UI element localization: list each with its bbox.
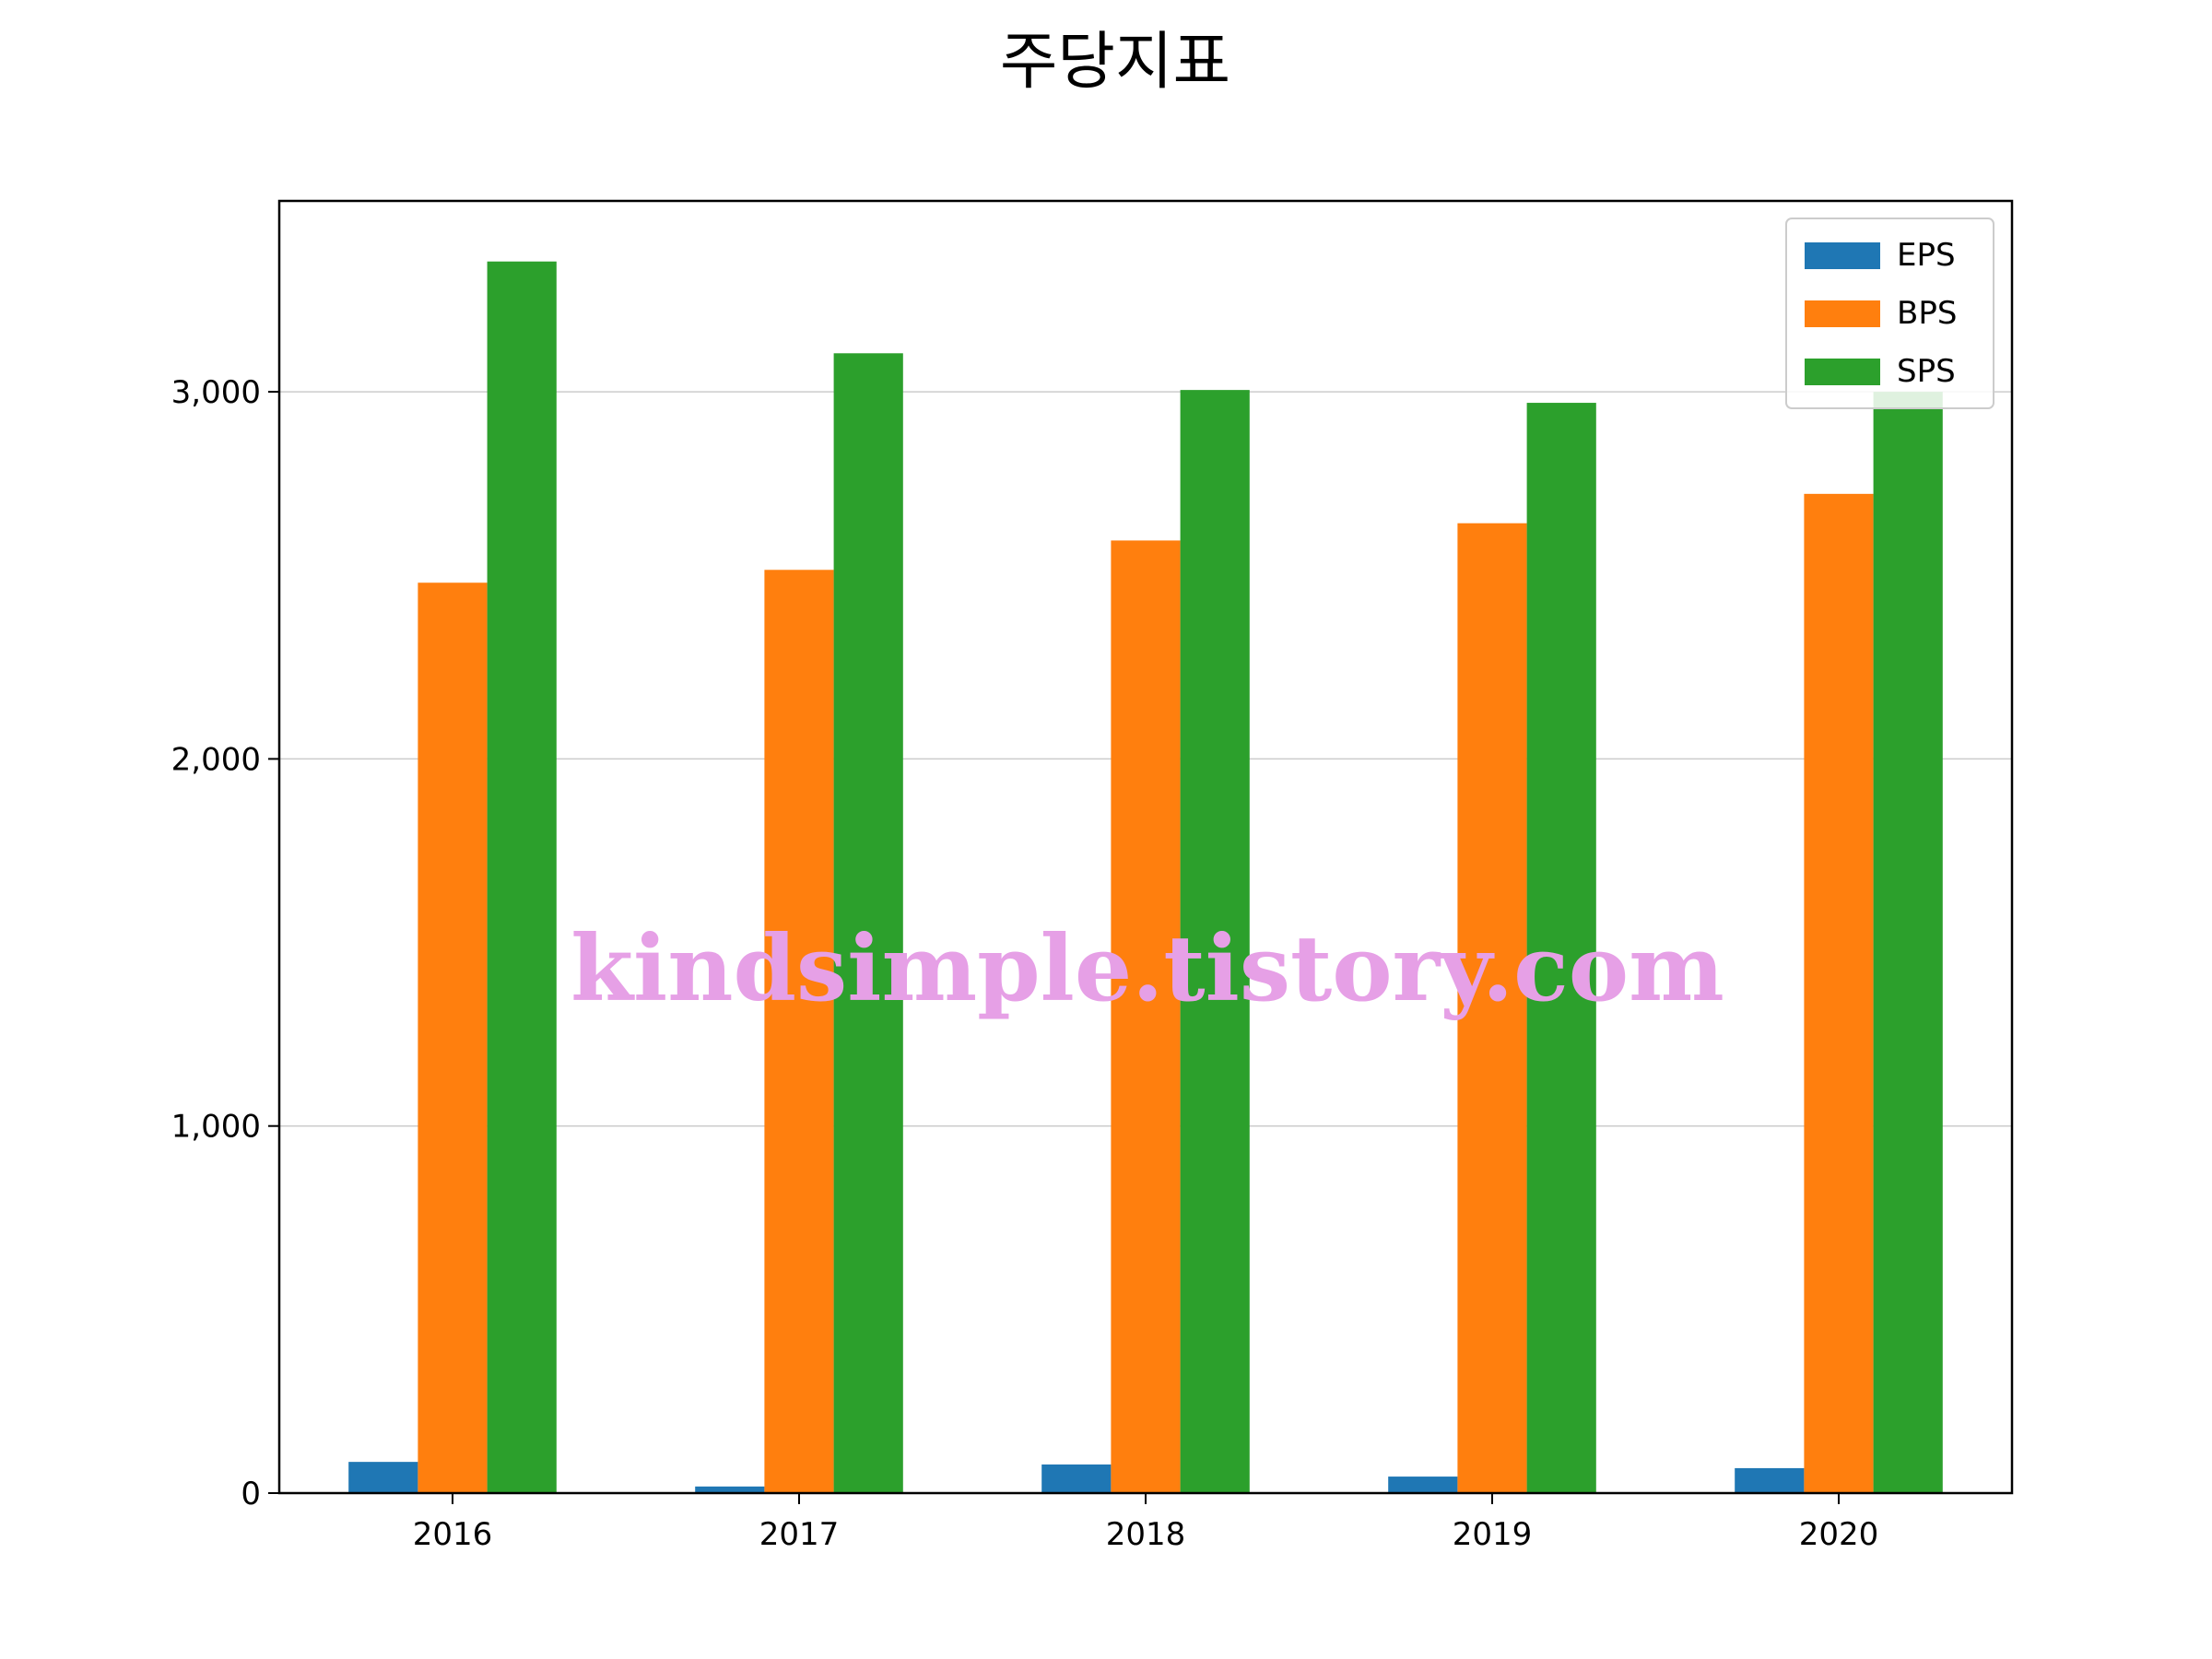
legend-swatch-bps xyxy=(1805,300,1880,327)
bar-sps-2020 xyxy=(1873,392,1943,1493)
x-tick-label: 2020 xyxy=(1799,1516,1879,1553)
legend-label-bps: BPS xyxy=(1897,295,1957,332)
bar-sps-2018 xyxy=(1180,390,1250,1493)
bar-bps-2019 xyxy=(1457,523,1527,1494)
bar-eps-2019 xyxy=(1388,1477,1458,1493)
bar-bps-2020 xyxy=(1804,493,1874,1493)
y-tick-label: 0 xyxy=(241,1476,261,1512)
bar-eps-2017 xyxy=(695,1486,765,1493)
legend-label-sps: SPS xyxy=(1897,353,1956,390)
bar-bps-2016 xyxy=(418,582,488,1493)
legend-label-eps: EPS xyxy=(1897,237,1956,274)
x-axis: 2016 2017 2018 2019 2020 xyxy=(413,1493,1879,1553)
y-tick-label: 2,000 xyxy=(171,741,261,778)
y-axis: 0 1,000 2,000 3,000 xyxy=(171,374,279,1512)
bar-eps-2018 xyxy=(1041,1464,1112,1493)
bars xyxy=(348,261,1943,1494)
bar-bps-2018 xyxy=(1111,540,1181,1493)
x-tick-label: 2017 xyxy=(759,1516,840,1553)
bar-sps-2019 xyxy=(1526,403,1596,1493)
legend: EPS BPS SPS xyxy=(1785,218,1994,409)
legend-swatch-sps xyxy=(1805,359,1880,385)
y-tick-label: 1,000 xyxy=(171,1109,261,1146)
x-tick-label: 2016 xyxy=(413,1516,493,1553)
x-tick-label: 2019 xyxy=(1453,1516,1533,1553)
bar-eps-2020 xyxy=(1735,1467,1805,1493)
legend-swatch-eps xyxy=(1805,242,1880,269)
bar-eps-2016 xyxy=(348,1462,418,1493)
watermark-text: kindsimple.tistory.com xyxy=(571,916,1724,1022)
y-tick-label: 3,000 xyxy=(171,374,261,411)
bar-sps-2016 xyxy=(487,261,557,1493)
bar-sps-2017 xyxy=(833,353,903,1493)
x-tick-label: 2018 xyxy=(1106,1516,1186,1553)
chart-title: 주당지표 xyxy=(1000,26,1230,99)
bar-bps-2017 xyxy=(764,570,834,1493)
